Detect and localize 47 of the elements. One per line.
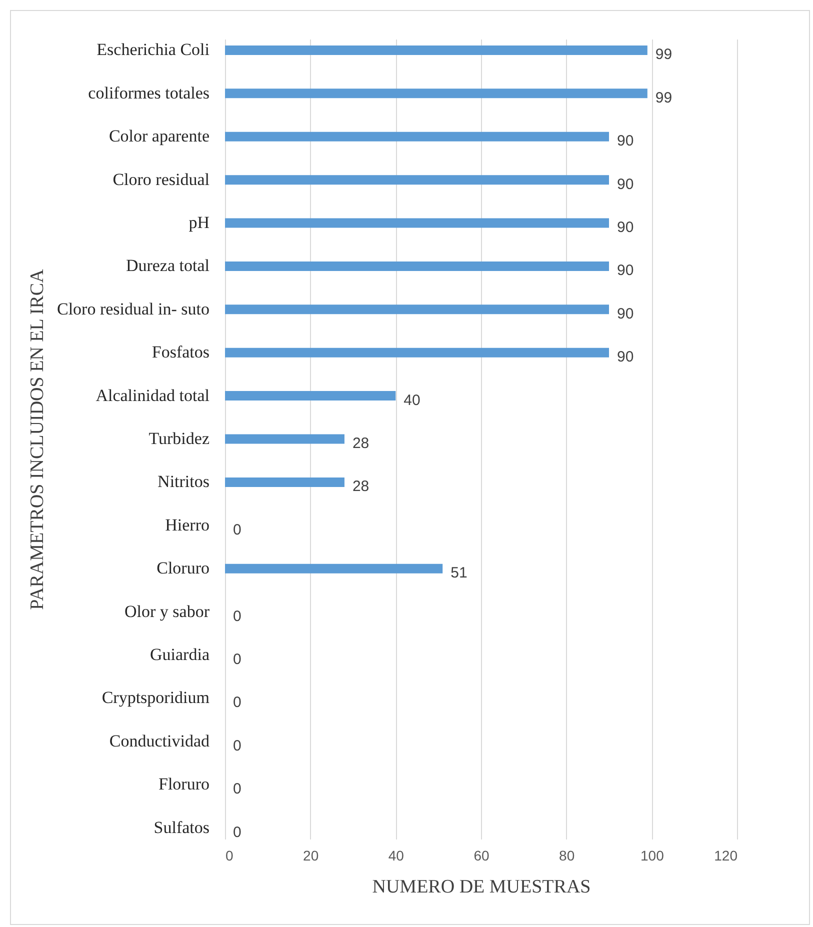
- data-label: 0: [233, 521, 242, 538]
- data-label: 51: [450, 564, 468, 582]
- data-label: 90: [617, 348, 634, 366]
- data-label: 0: [233, 780, 242, 798]
- y-tick-label: Turbidez: [148, 429, 210, 448]
- y-tick-label: Escherichia Coli: [96, 40, 210, 60]
- data-label: 90: [617, 132, 634, 150]
- data-label: 90: [617, 262, 634, 280]
- y-tick-label: Cryptsporidium: [102, 688, 210, 708]
- y-tick-label: pH: [188, 213, 210, 232]
- y-tick-label: Fosfatos: [152, 342, 210, 362]
- x-tick-label: 80: [559, 848, 575, 864]
- x-tick-label: 100: [640, 848, 664, 864]
- y-tick-label: Color aparente: [108, 126, 210, 146]
- y-tick-label: Conductividad: [109, 731, 210, 750]
- x-tick-label: 20: [303, 848, 319, 864]
- y-tick-label: Cloro residual: [112, 170, 210, 189]
- y-tick-label: coliformes totales: [88, 83, 210, 102]
- x-tick-label: 120: [714, 848, 738, 864]
- y-tick-label: Sulfatos: [154, 818, 210, 837]
- data-label: 90: [617, 305, 634, 322]
- data-label: 28: [352, 478, 370, 496]
- y-axis-title: PARAMETROS INCLUIDOS EN EL IRCA: [26, 268, 48, 610]
- x-axis-title: NUMERO DE MUESTRAS: [372, 876, 591, 898]
- y-tick-label: Floruro: [158, 774, 210, 794]
- data-label: 28: [352, 435, 370, 452]
- data-label: 0: [233, 608, 242, 625]
- data-label: 90: [617, 176, 634, 193]
- x-tick-label: 40: [388, 848, 404, 864]
- data-label: 40: [404, 392, 420, 409]
- y-tick-label: Cloro residual in- suto: [56, 299, 210, 318]
- data-label: 90: [617, 219, 634, 236]
- y-tick-label: Dureza total: [126, 256, 210, 276]
- data-label: 99: [655, 46, 672, 64]
- y-tick-label: Alcalinidad total: [96, 386, 210, 405]
- data-label: 99: [655, 89, 672, 106]
- data-label: 0: [233, 737, 242, 754]
- y-tick-label: Cloruro: [156, 558, 210, 578]
- x-tick-label: 0: [226, 848, 234, 864]
- y-tick-label: Nitritos: [158, 472, 210, 492]
- data-label: 0: [233, 650, 242, 668]
- y-tick-label: Olor y sabor: [124, 602, 210, 621]
- y-tick-label: Hierro: [165, 515, 210, 534]
- x-tick-label: 60: [474, 848, 490, 864]
- data-label: 0: [233, 824, 242, 841]
- data-label: 0: [233, 694, 242, 712]
- y-tick-label: Guiardia: [150, 644, 210, 664]
